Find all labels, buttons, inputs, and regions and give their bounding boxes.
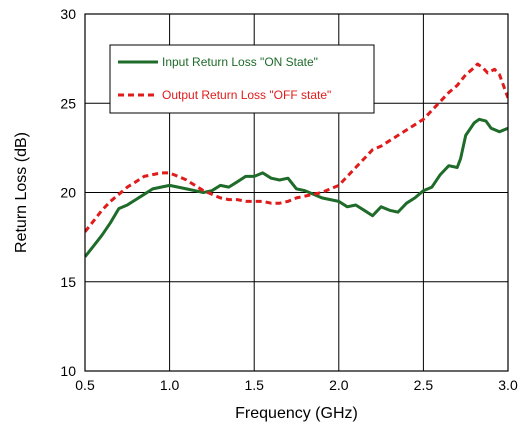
x-axis-label: Frequency (GHz) [235, 405, 358, 422]
series-line-output-return-loss [85, 62, 508, 233]
y-tick-label: 10 [60, 363, 76, 379]
x-tick-label: 3.0 [498, 377, 518, 393]
y-tick-label: 30 [60, 6, 76, 22]
legend-entry-input-return-loss: Input Return Loss "ON State" [162, 55, 318, 69]
y-axis-label: Return Loss (dB) [13, 132, 30, 253]
x-tick-labels: 0.5 1.0 1.5 2.0 2.5 3.0 [75, 377, 518, 393]
y-tick-label: 20 [60, 185, 76, 201]
series-layer [85, 62, 508, 258]
x-tick-label: 2.0 [329, 377, 349, 393]
legend: Input Return Loss "ON State" Output Retu… [109, 44, 375, 114]
y-tick-label: 25 [60, 95, 76, 111]
plot-frame [84, 13, 509, 372]
y-tick-labels: 10 15 20 25 30 [60, 6, 76, 379]
x-tick-label: 1.5 [244, 377, 264, 393]
series-line-input-return-loss [85, 117, 508, 258]
x-tick-label: 1.0 [160, 377, 180, 393]
y-tick-label: 15 [60, 274, 76, 290]
legend-entry-output-return-loss: Output Return Loss "OFF state" [162, 88, 331, 102]
x-tick-label: 2.5 [414, 377, 434, 393]
x-tick-label: 0.5 [75, 377, 95, 393]
legend-box [109, 44, 375, 114]
